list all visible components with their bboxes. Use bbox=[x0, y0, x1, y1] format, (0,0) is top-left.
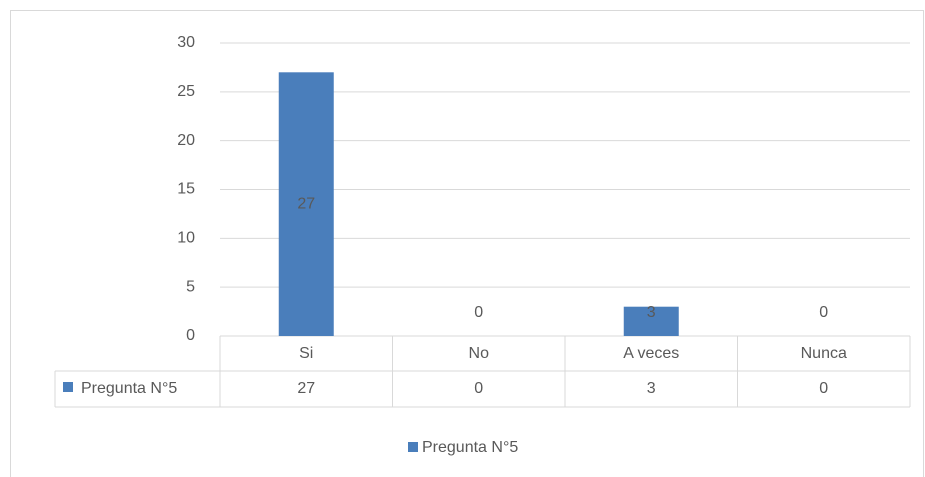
x-tick-label: A veces bbox=[623, 345, 679, 362]
data-label: 27 bbox=[297, 195, 315, 212]
table-value: 3 bbox=[647, 380, 656, 397]
bar bbox=[278, 72, 334, 337]
legend-key bbox=[408, 442, 418, 452]
x-tick-label: Si bbox=[299, 345, 313, 362]
x-tick-label: Nunca bbox=[801, 345, 847, 362]
table-value: 0 bbox=[474, 380, 483, 397]
y-tick-label: 0 bbox=[186, 327, 195, 344]
y-tick-label: 20 bbox=[177, 132, 195, 149]
table-series-name: Pregunta N°5 bbox=[81, 380, 177, 397]
y-tick-label: 15 bbox=[177, 181, 195, 198]
bar bbox=[623, 306, 679, 336]
data-label: 0 bbox=[819, 304, 828, 321]
y-tick-label: 25 bbox=[177, 83, 195, 100]
legend-label: Pregunta N°5 bbox=[422, 439, 518, 456]
legend-key bbox=[63, 382, 73, 392]
y-tick-label: 30 bbox=[177, 34, 195, 51]
table-value: 0 bbox=[819, 380, 828, 397]
table-value: 27 bbox=[297, 380, 315, 397]
data-label: 0 bbox=[474, 304, 483, 321]
chart-area bbox=[10, 10, 924, 477]
y-tick-label: 5 bbox=[186, 278, 195, 295]
y-tick-label: 10 bbox=[177, 230, 195, 247]
data-label: 3 bbox=[647, 304, 656, 321]
x-tick-label: No bbox=[469, 345, 490, 362]
